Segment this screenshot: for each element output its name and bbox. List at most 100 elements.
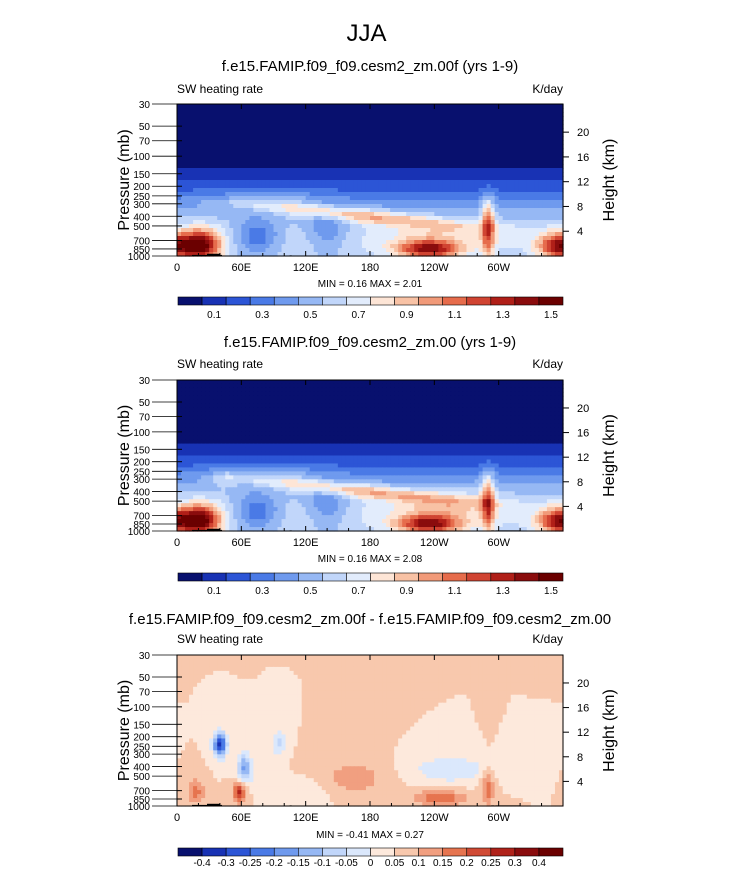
contour-cell [366,408,371,413]
contour-cell [555,160,560,165]
contour-cell [454,140,459,145]
contour-cell [483,168,488,173]
contour-cell [446,208,451,213]
contour-cell [197,244,202,249]
contour-cell [503,244,508,249]
contour-cell [318,172,323,177]
contour-cell [294,196,299,201]
contour-cell [358,396,363,401]
contour-cell [205,216,210,221]
contour-cell [410,108,415,113]
contour-cell [225,208,230,213]
contour-cell [471,108,476,113]
contour-cell [442,412,447,417]
contour-cell [330,428,335,433]
contour-cell [253,168,258,173]
contour-cell [483,148,488,153]
contour-cell [269,204,274,209]
contour-cell [322,244,327,249]
contour-cell [442,128,447,133]
contour-cell [555,388,560,393]
contour-cell [414,112,419,117]
contour-cell [414,120,419,125]
contour-cell [245,236,250,241]
contour-cell [539,388,544,393]
contour-cell [201,176,206,181]
contour-cell [406,172,411,177]
contour-cell [422,180,427,185]
contour-cell [350,124,355,129]
contour-cell [354,380,359,385]
contour-cell [241,412,246,417]
contour-cell [358,424,363,429]
contour-cell [278,408,283,413]
contour-cell [475,384,480,389]
contour-cell [418,388,423,393]
contour-cell [213,192,218,197]
contour-cell [326,236,331,241]
contour-cell [282,208,287,213]
contour-cell [290,104,295,109]
contour-cell [245,172,250,177]
contour-cell [382,196,387,201]
contour-cell [253,380,258,385]
contour-cell [406,408,411,413]
contour-cell [318,192,323,197]
contour-cell [454,392,459,397]
contour-cell [547,168,552,173]
contour-cell [346,392,351,397]
contour-cell [269,420,274,425]
contour-cell [322,124,327,129]
contour-cell [422,112,427,117]
contour-cell [499,240,504,245]
contour-cell [394,164,399,169]
contour-cell [370,184,375,189]
contour-cell [499,212,504,217]
contour-field [177,104,564,257]
contour-cell [189,104,194,109]
contour-cell [362,124,367,129]
contour-cell [495,396,500,401]
contour-cell [265,248,270,253]
contour-cell [462,140,467,145]
contour-cell [426,128,431,133]
contour-cell [253,140,258,145]
contour-cell [491,180,496,185]
contour-cell [394,244,399,249]
contour-cell [366,240,371,245]
contour-cell [475,156,480,161]
contour-cell [193,116,198,121]
contour-cell [294,108,299,113]
contour-cell [298,408,303,413]
contour-cell [237,148,242,153]
contour-cell [410,400,415,405]
contour-cell [274,224,279,229]
contour-cell [458,200,463,205]
contour-cell [334,428,339,433]
contour-cell [237,112,242,117]
contour-cell [527,132,532,137]
contour-cell [503,232,508,237]
contour-cell [491,388,496,393]
contour-cell [225,408,230,413]
contour-cell [290,176,295,181]
contour-cell [422,236,427,241]
contour-cell [547,392,552,397]
contour-cell [274,380,279,385]
contour-cell [181,116,186,121]
contour-cell [386,204,391,209]
contour-cell [487,228,492,233]
contour-cell [334,420,339,425]
contour-cell [233,164,238,169]
contour-cell [547,116,552,121]
contour-cell [551,224,556,229]
contour-cell [515,184,520,189]
contour-cell [535,120,540,125]
contour-cell [479,388,484,393]
contour-cell [462,408,467,413]
contour-cell [390,172,395,177]
contour-cell [306,188,311,193]
contour-cell [201,412,206,417]
contour-cell [551,124,556,129]
contour-cell [346,220,351,225]
